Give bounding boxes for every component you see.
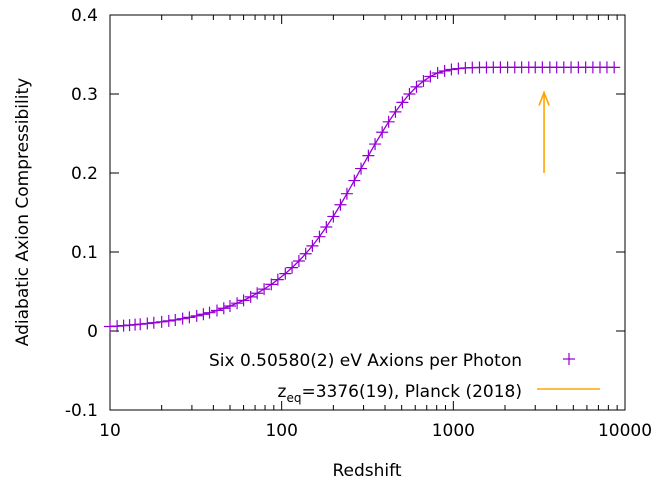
plot-border [109,14,626,411]
data-point [382,115,395,128]
data-point [217,302,230,315]
data-point [340,187,353,200]
data-point [258,283,271,296]
data-point [286,261,299,274]
data-point [334,198,347,211]
data-point [183,311,196,324]
data-point [403,88,416,100]
data-point [313,230,326,243]
data-point [223,300,236,313]
y-axis-label: Adiabatic Axion Compressibility [13,78,33,346]
zeq-z: z [278,382,287,402]
data-point [210,304,223,317]
data-point [424,70,437,83]
data-point [431,66,444,79]
data-point [608,61,621,74]
data-point [348,174,361,187]
legend: Six 0.50580(2) eV Axions per Photon zeq=… [209,351,600,405]
data-point [155,315,168,328]
data-point [417,75,430,88]
data-point [396,96,409,109]
data-point [141,317,154,330]
data-point [265,278,278,291]
x-tick-label: 10000 [598,421,652,441]
data-point [445,63,458,76]
data-point [306,239,319,252]
x-tick-label: 100 [265,421,297,441]
y-tick-label: 0.4 [71,6,98,26]
data-point [169,313,182,326]
data-point [176,312,189,325]
data-point [244,290,257,303]
zeq-rest: =3376(19), Planck (2018) [301,382,522,402]
x-ticks: 10 100 1000 10000 [99,15,652,441]
legend-entry-axions-label: Six 0.50580(2) eV Axions per Photon [209,351,522,371]
legend-entry-axions-marker [563,353,575,365]
data-point [389,105,402,118]
data-point [279,267,292,280]
data-point [320,221,333,234]
y-tick-label: 0.1 [71,243,98,263]
arrow-head [538,90,550,106]
y-tick-label: 0 [87,322,98,342]
x-tick-label: 1000 [432,421,475,441]
data-point [147,316,160,329]
data-point [231,297,244,310]
data-point [197,308,210,321]
data-point [292,255,305,268]
y-ticks: 0.4 0.3 0.2 0.1 0 -0.1 [65,6,625,421]
data-point [452,62,465,75]
data-point [203,306,216,319]
data-point [237,294,250,307]
series-line [109,66,615,328]
data-point [376,126,389,139]
data-point [362,149,375,162]
zeq-subscript: eq [286,391,301,405]
data-point [251,287,264,300]
legend-entry-zeq-label: zeq=3376(19), Planck (2018) [278,382,522,405]
data-point [410,80,423,93]
legend-plus-marker [563,353,575,365]
data-point [162,314,175,327]
y-tick-label: 0.2 [71,164,98,184]
data-point [190,309,203,322]
y-tick-label: 0.3 [71,85,98,105]
data-series-axions [104,61,621,333]
x-axis-label: Redshift [332,461,401,481]
data-point [327,210,340,223]
x-tick-label: 10 [99,421,121,441]
zeq-arrow [538,90,550,173]
data-point [438,64,451,77]
data-point [355,162,368,175]
data-point [369,138,382,151]
data-point [299,247,312,260]
data-point [134,318,147,331]
data-point [271,273,284,286]
plot-frame [109,14,626,411]
y-tick-label: -0.1 [65,401,98,421]
